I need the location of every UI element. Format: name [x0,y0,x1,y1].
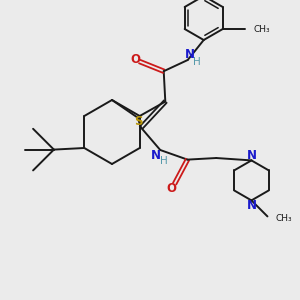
Text: CH₃: CH₃ [253,25,270,34]
Text: O: O [167,182,177,195]
Text: S: S [134,115,143,128]
Text: H: H [160,156,168,166]
Text: N: N [247,149,256,162]
Text: N: N [151,148,161,161]
Text: H: H [193,57,201,67]
Text: CH₃: CH₃ [275,214,292,223]
Text: O: O [131,53,141,66]
Text: N: N [247,199,256,212]
Text: N: N [185,49,195,62]
